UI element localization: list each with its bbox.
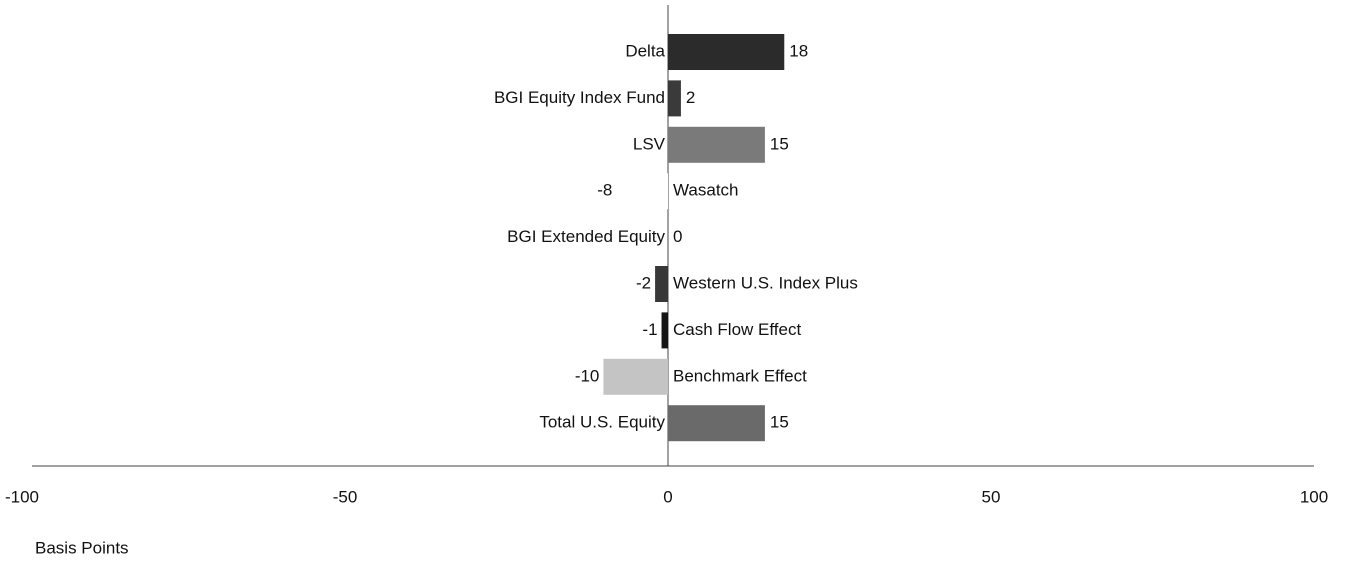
category-label: Benchmark Effect bbox=[673, 366, 807, 385]
category-label: BGI Equity Index Fund bbox=[494, 88, 665, 107]
x-axis-title: Basis Points bbox=[35, 538, 129, 557]
category-label: BGI Extended Equity bbox=[507, 227, 665, 246]
bar bbox=[668, 34, 785, 70]
bar bbox=[668, 126, 765, 163]
x-tick-label: -100 bbox=[5, 487, 39, 506]
category-label: Western U.S. Index Plus bbox=[673, 273, 858, 292]
x-tick-label: 0 bbox=[663, 487, 672, 506]
value-label: 2 bbox=[686, 88, 695, 107]
category-label: LSV bbox=[633, 134, 666, 153]
value-label: -8 bbox=[597, 181, 612, 200]
x-tick-label: 100 bbox=[1300, 487, 1328, 506]
value-label: 0 bbox=[673, 227, 682, 246]
bar bbox=[668, 405, 765, 442]
value-label: 15 bbox=[770, 413, 789, 432]
value-label: -10 bbox=[575, 366, 600, 385]
category-label: Delta bbox=[625, 41, 665, 60]
bar bbox=[655, 266, 668, 302]
value-label: 15 bbox=[770, 134, 789, 153]
category-label: Cash Flow Effect bbox=[673, 320, 801, 339]
bar bbox=[603, 358, 668, 395]
x-tick-label: -50 bbox=[333, 487, 358, 506]
category-label: Wasatch bbox=[673, 181, 739, 200]
value-label: -2 bbox=[636, 273, 651, 292]
category-label: Total U.S. Equity bbox=[539, 413, 665, 432]
bar bbox=[668, 80, 681, 117]
bar bbox=[661, 312, 668, 349]
value-label: -1 bbox=[642, 320, 657, 339]
bar bbox=[616, 173, 668, 210]
x-tick-label: 50 bbox=[982, 487, 1001, 506]
value-label: 18 bbox=[789, 41, 808, 60]
